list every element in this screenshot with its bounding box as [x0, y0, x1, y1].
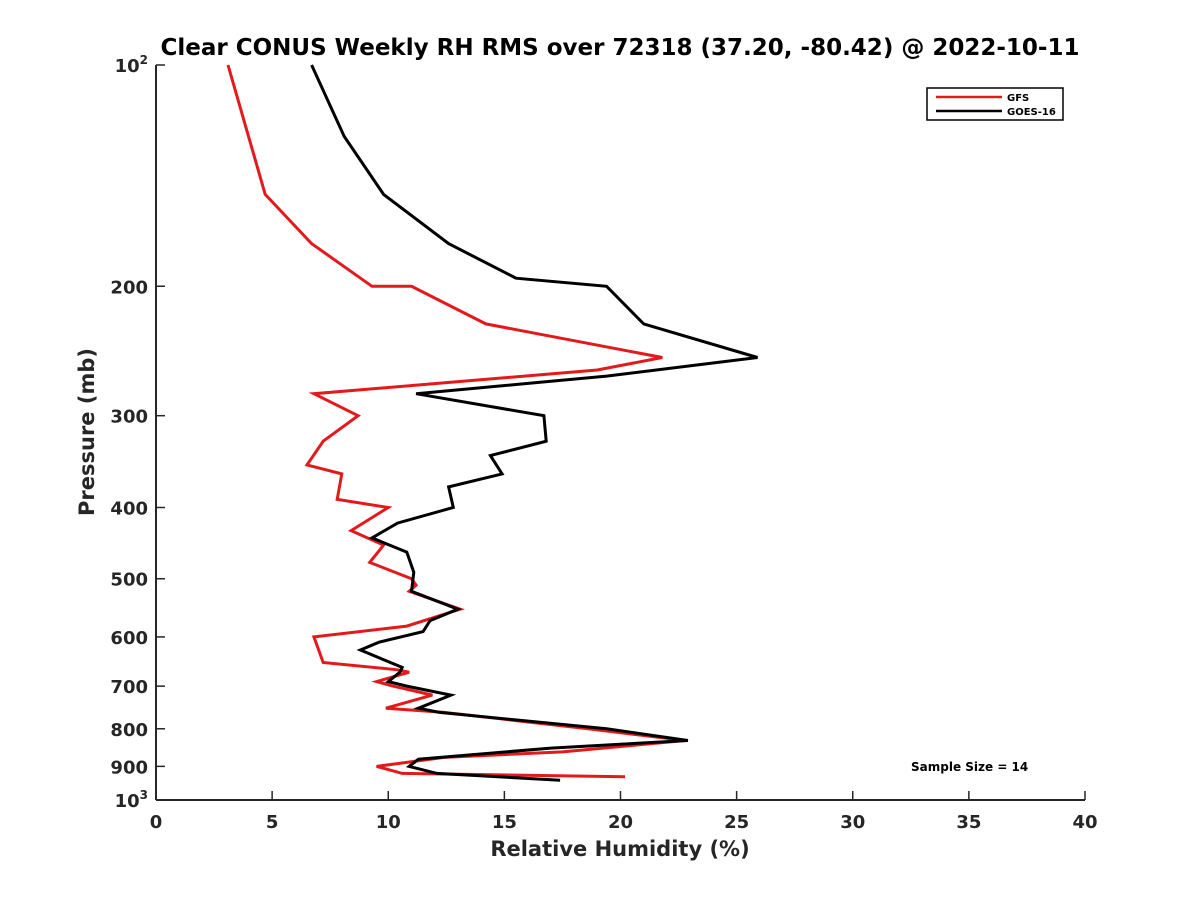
y-tick-label: 700 — [110, 677, 148, 698]
y-tick-label: 900 — [110, 757, 148, 778]
x-tick-label: 30 — [840, 812, 865, 833]
y-axis-label: Pressure (mb) — [75, 348, 99, 516]
x-tick-label: 15 — [492, 812, 517, 833]
y-ticks: 102 200 300 400 500 600 700 800 900 103 — [110, 53, 165, 812]
x-tick-label: 40 — [1072, 812, 1097, 833]
y-tick-label: 103 — [115, 788, 148, 812]
legend-box — [926, 87, 1064, 121]
x-tick-label: 5 — [266, 812, 279, 833]
y-tick-label: 102 — [115, 53, 148, 77]
legend-label-gfs: GFS — [1007, 93, 1029, 104]
legend: GFS GOES-16 — [926, 87, 1064, 121]
series-line-goes16 — [310, 64, 758, 782]
y-tick-label: 300 — [110, 407, 148, 428]
chart-title: Clear CONUS Weekly RH RMS over 72318 (37… — [161, 35, 1080, 61]
y-tick-label: 200 — [110, 277, 148, 298]
x-tick-label: 20 — [608, 812, 633, 833]
x-tick-label: 25 — [724, 812, 749, 833]
y-tick-label: 400 — [110, 499, 148, 520]
y-tick-label: 800 — [110, 720, 148, 741]
plot-area: 0 5 10 15 20 25 30 35 40 102 200 300 400 500 600 700 80… — [110, 53, 1097, 833]
x-tick-label: 35 — [956, 812, 981, 833]
y-tick-label: 500 — [110, 570, 148, 591]
sample-size-annotation: Sample Size = 14 — [911, 760, 1028, 774]
x-tick-label: 0 — [150, 812, 163, 833]
x-axis-label: Relative Humidity (%) — [490, 837, 749, 861]
x-ticks: 0 5 10 15 20 25 30 35 40 — [150, 791, 1098, 833]
x-tick-label: 10 — [376, 812, 401, 833]
legend-label-goes16: GOES-16 — [1007, 107, 1056, 118]
series-layer — [226, 64, 758, 782]
y-tick-label: 600 — [110, 628, 148, 649]
